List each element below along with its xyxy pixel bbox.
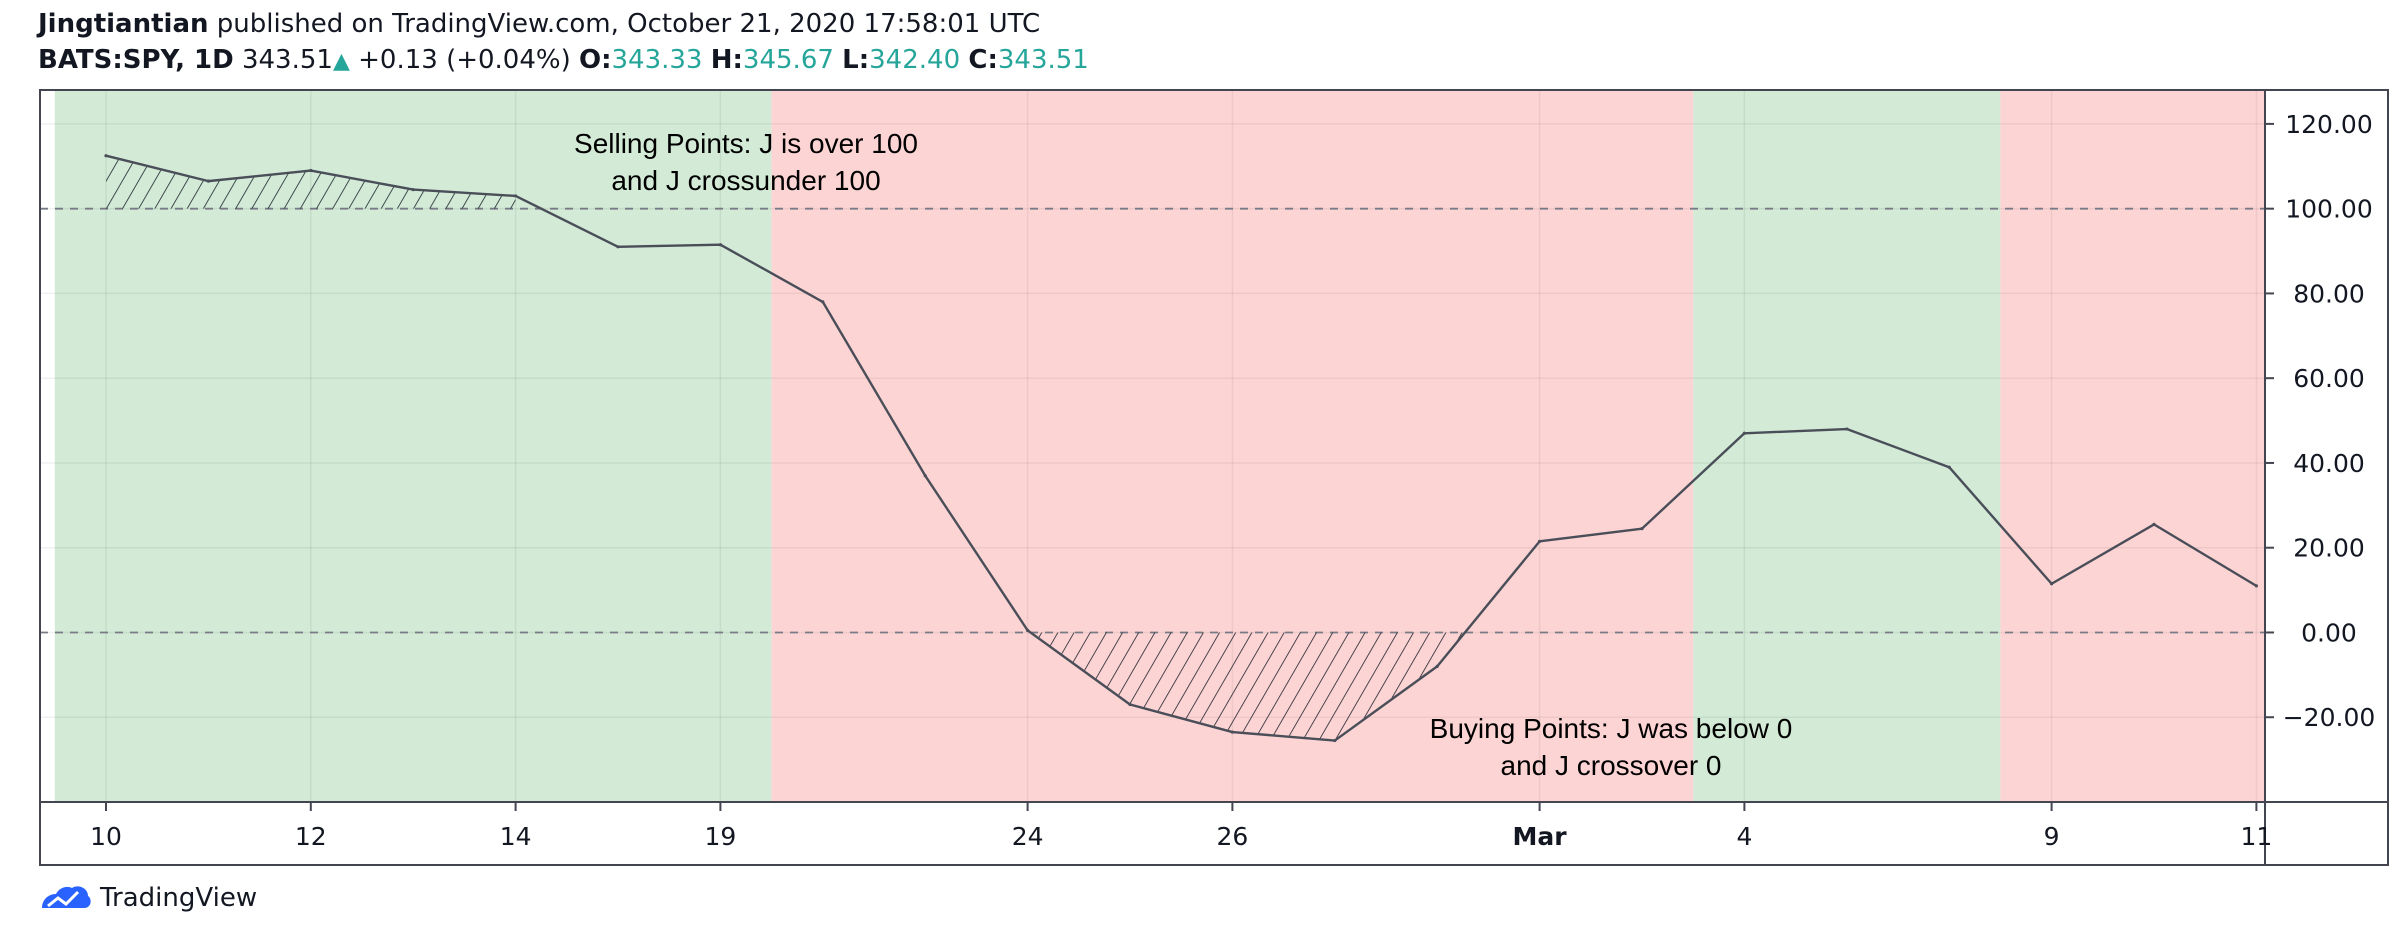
j-data-point [1128, 702, 1132, 707]
j-data-point [104, 154, 108, 158]
annotation-line1: Selling Points: J is over 100 [574, 128, 918, 159]
red-zone [2000, 90, 2265, 802]
published-text: published on TradingView.com, October 21… [216, 9, 1041, 39]
j-data-point [1230, 730, 1234, 734]
j-series-line[interactable] [105, 154, 2258, 742]
x-tick-label: 19 [704, 822, 736, 851]
hatched-region-above [106, 155, 516, 209]
x-tick-label: 9 [2044, 822, 2060, 851]
annotation-line2: and J crossunder 100 [611, 165, 880, 196]
j-data-point [1435, 664, 1439, 668]
j-data-point [821, 300, 825, 304]
y-tick-label: 100.00 [2285, 195, 2372, 224]
annotation-line2: and J crossover 0 [1501, 750, 1722, 781]
j-data-point [206, 179, 210, 183]
y-tick-label: 80.00 [2293, 279, 2365, 308]
low-label: L: [842, 45, 870, 75]
high-label: H: [710, 45, 743, 75]
symbol-label[interactable]: BATS:SPY, 1D [38, 45, 234, 75]
y-tick-label: −20.00 [2283, 703, 2376, 732]
publish-line: Jingtiantian published on TradingView.co… [38, 6, 1089, 42]
j-data-point [1845, 427, 1849, 431]
x-tick-label: 26 [1216, 822, 1248, 851]
y-tick-label: 60.00 [2293, 364, 2365, 393]
price-change: +0.13 (+0.04%) [358, 45, 571, 75]
hatch-layer [106, 155, 1499, 741]
j-data-point [309, 168, 313, 173]
y-axis[interactable]: 120.00 100.00 80.00 60.00 40.00 20.00 0.00 −20.… [2265, 110, 2375, 732]
footer-brand[interactable]: TradingView [100, 883, 258, 913]
x-tick-label: 24 [1012, 822, 1044, 851]
hatched-region-below [1027, 632, 1499, 741]
j-data-point [1026, 628, 1030, 632]
x-tick-label: Mar [1513, 822, 1568, 851]
high-value: 345.67 [742, 45, 834, 75]
j-data-point [411, 187, 415, 192]
green-zone [1693, 90, 2001, 802]
j-data-point [514, 194, 518, 198]
j-data-point [923, 474, 927, 478]
close-label: C: [968, 45, 998, 75]
close-value: 343.51 [997, 45, 1089, 75]
chart-header: Jingtiantian published on TradingView.co… [38, 6, 1089, 80]
chart-frame [39, 89, 2389, 866]
j-data-point [1640, 527, 1644, 531]
low-value: 342.40 [869, 45, 961, 75]
y-tick-label: 20.00 [2293, 534, 2365, 563]
j-data-point [1333, 738, 1337, 743]
y-tick-label: 120.00 [2285, 110, 2372, 139]
last-price: 343.51 [241, 45, 333, 75]
symbol-line: BATS:SPY, 1D 343.51▲ +0.13 (+0.04%) O:34… [38, 42, 1089, 80]
j-data-point [2254, 584, 2258, 588]
j-data-point [1538, 539, 1542, 543]
x-tick-label: 10 [90, 822, 122, 851]
up-triangle-icon: ▲ [332, 49, 350, 74]
y-tick-label: 0.00 [2301, 618, 2357, 647]
j-data-point [1947, 465, 1951, 469]
j-data-point [2050, 582, 2054, 586]
open-value: 343.33 [611, 45, 703, 75]
j-data-point [1742, 431, 1746, 435]
open-label: O: [579, 45, 612, 75]
annotation-layer: Selling Points: J is over 100 and J cross… [574, 128, 1792, 781]
j-data-point [616, 245, 620, 249]
x-tick-label: 12 [295, 822, 327, 851]
y-tick-label: 40.00 [2293, 449, 2365, 478]
frame-layer [39, 89, 2389, 866]
j-line-layer [104, 154, 2258, 743]
x-axis[interactable]: 10 12 14 19 24 26 Mar 4 9 11 [90, 802, 2272, 851]
x-tick-label: 4 [1736, 822, 1752, 851]
author-name[interactable]: Jingtiantian [38, 9, 209, 39]
tradingview-logo-icon[interactable] [38, 882, 94, 914]
annotation-line1: Buying Points: J was below 0 [1430, 713, 1793, 744]
j-data-point [2152, 522, 2156, 527]
x-tick-label: 14 [500, 822, 532, 851]
x-tick-label: 11 [2240, 822, 2272, 851]
footer: TradingView [38, 882, 257, 914]
j-data-point [718, 243, 723, 247]
